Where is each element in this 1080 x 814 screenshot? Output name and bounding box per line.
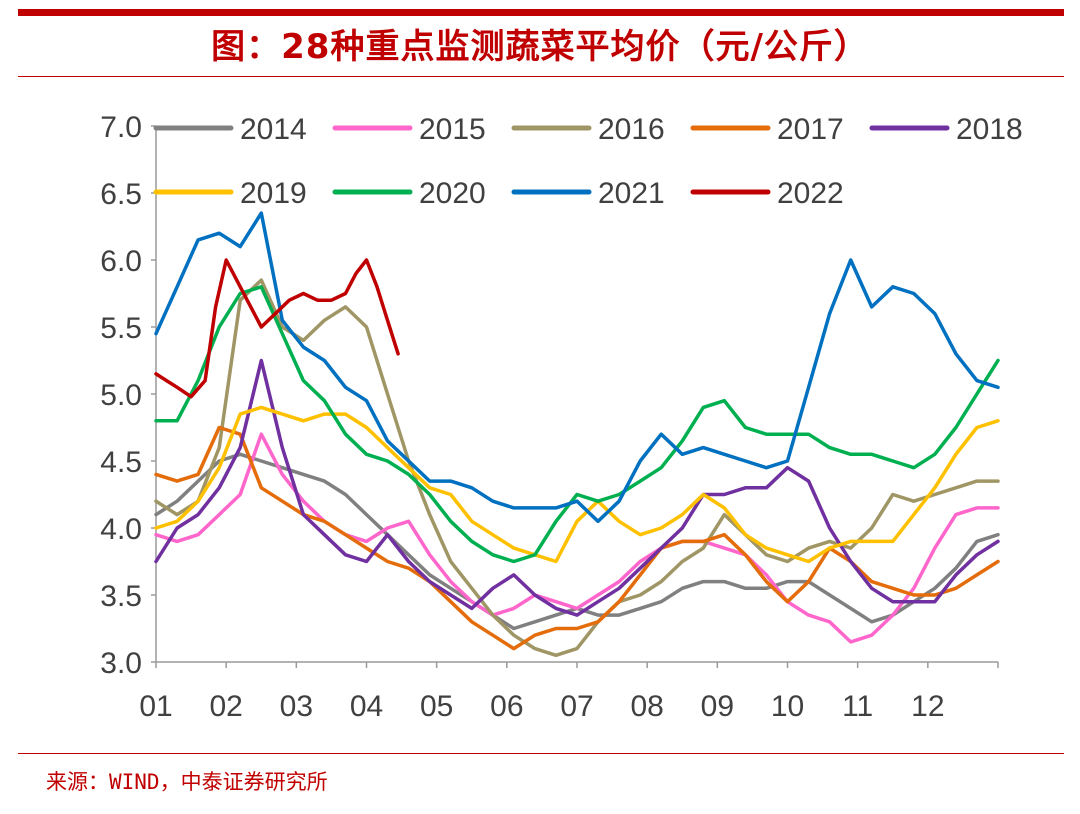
legend-label-2014: 2014 [240,113,307,146]
legend-label-2019: 2019 [240,177,307,210]
x-tick-label: 01 [139,690,172,723]
x-tick-label: 06 [490,690,523,723]
x-tick-label: 07 [560,690,593,723]
legend-label-2016: 2016 [598,113,665,146]
legend-label-2017: 2017 [777,113,844,146]
legend-label-2022: 2022 [777,177,844,210]
x-tick-label: 10 [771,690,804,723]
x-tick-label: 12 [911,690,944,723]
footer-divider [18,753,1064,754]
y-tick-label: 4.5 [100,446,142,479]
series-line-2018 [154,358,1000,617]
y-tick-label: 4.0 [100,513,142,546]
legend-label-2021: 2021 [598,177,665,210]
x-tick-label: 11 [842,690,873,723]
source-note: 来源：WIND，中泰证券研究所 [46,770,328,794]
y-tick-label: 3.0 [100,647,142,680]
y-tick-label: 6.0 [100,245,142,278]
x-tick-label: 03 [280,690,313,723]
title-divider [18,76,1064,77]
figure-title: 图：28种重点监测蔬菜平均价（元/公斤） [211,27,869,67]
legend-label-2015: 2015 [419,113,486,146]
y-tick-label: 7.0 [100,111,142,144]
x-tick-label: 09 [701,690,734,723]
y-tick-label: 5.5 [100,312,142,345]
series-line-2019 [154,405,1000,564]
x-tick-label: 02 [209,690,242,723]
legend-label-2020: 2020 [419,177,486,210]
series-line-2021 [154,211,1000,524]
x-tick-label: 05 [420,690,453,723]
series-line-2022 [154,258,400,399]
x-tick-label: 04 [350,690,383,723]
y-tick-label: 3.5 [100,580,142,613]
x-tick-label: 08 [630,690,663,723]
y-tick-label: 5.0 [100,379,142,412]
legend-label-2018: 2018 [956,113,1023,146]
y-tick-label: 6.5 [100,178,142,211]
top-red-rule [18,9,1064,16]
series-line-2015 [154,432,1000,644]
series-line-2020 [154,285,1000,564]
